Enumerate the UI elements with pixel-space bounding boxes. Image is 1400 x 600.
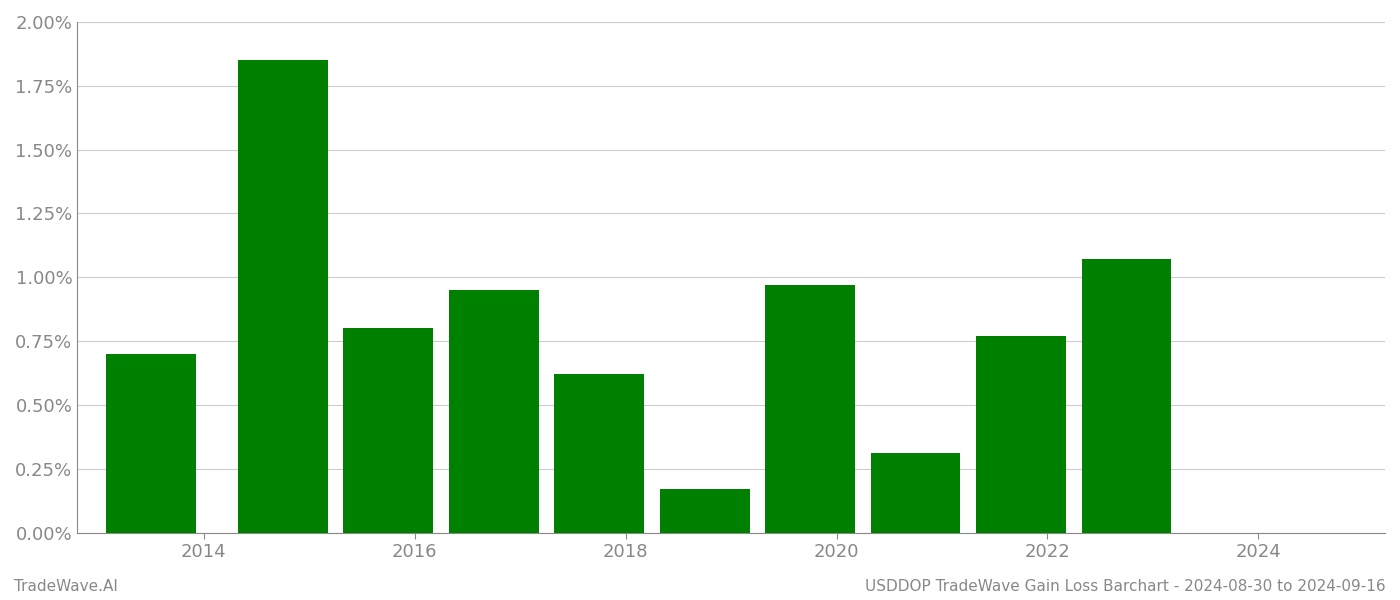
Text: TradeWave.AI: TradeWave.AI — [14, 579, 118, 594]
Bar — [659, 489, 749, 533]
Bar — [106, 354, 196, 533]
Bar — [976, 336, 1065, 533]
Bar — [343, 328, 433, 533]
Bar — [766, 285, 855, 533]
Bar — [871, 454, 960, 533]
Bar — [238, 60, 328, 533]
Text: USDDOP TradeWave Gain Loss Barchart - 2024-08-30 to 2024-09-16: USDDOP TradeWave Gain Loss Barchart - 20… — [865, 579, 1386, 594]
Bar — [449, 290, 539, 533]
Bar — [1082, 259, 1172, 533]
Bar — [554, 374, 644, 533]
